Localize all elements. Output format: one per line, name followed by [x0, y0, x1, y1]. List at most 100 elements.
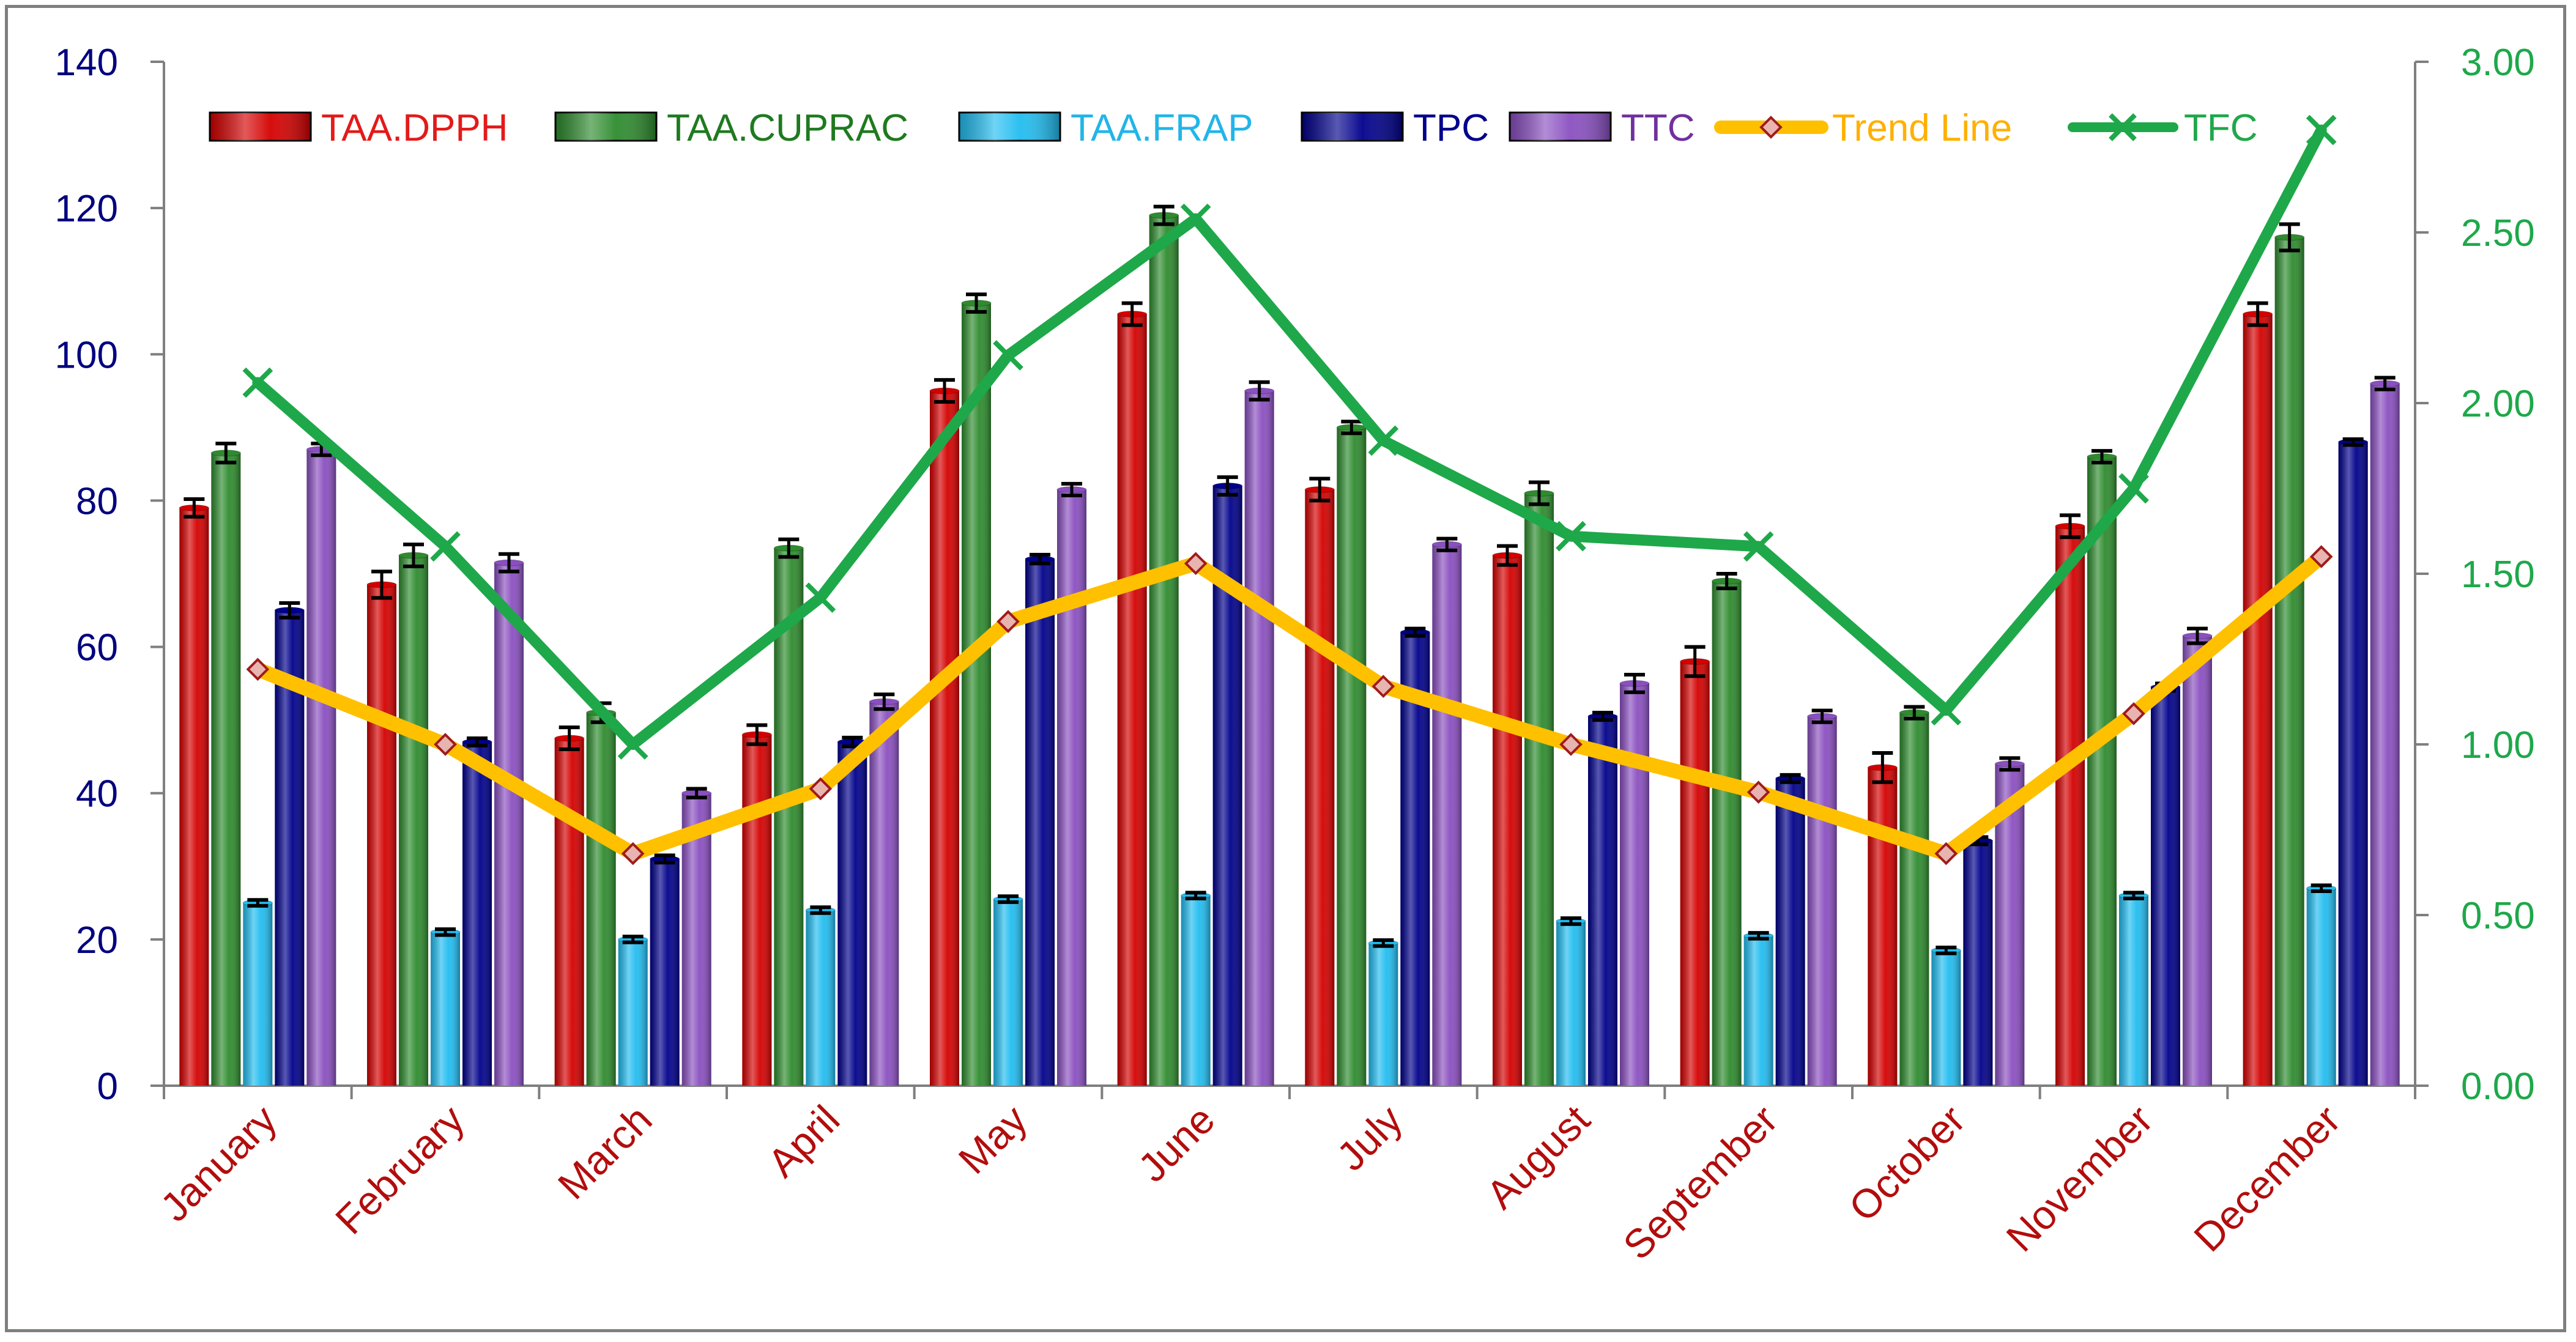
legend-label-tpc: TPC: [1413, 107, 1489, 149]
bar-shade: [211, 453, 241, 1086]
bar-shade: [399, 555, 428, 1086]
right-tick-label: 0.00: [2461, 1066, 2535, 1108]
marker-tfc: [430, 531, 461, 562]
bar-shade: [2370, 384, 2400, 1086]
marker-trend-line: [434, 733, 457, 756]
bar-shade: [837, 742, 867, 1086]
bar-shade: [742, 735, 772, 1086]
marker-trend-line: [1559, 733, 1583, 756]
bar-shade: [1337, 427, 1367, 1086]
marker-trend-line: [1746, 780, 1770, 804]
legend-swatch-shade: [555, 113, 656, 141]
bar-shade: [2119, 895, 2148, 1086]
legend-label-trend-line: Trend Line: [1832, 107, 2012, 149]
category-label-november: November: [1997, 1097, 2161, 1261]
combo-bar-line-chart: 0 20 40 60 80 100 120 140 0.00 0.50 1.00 1.50 2.00 2.…: [55, 42, 2535, 1268]
category-label-january: January: [152, 1097, 285, 1230]
bar-shade: [462, 742, 492, 1086]
marker-tfc: [2306, 114, 2337, 146]
right-tick-label: 3.00: [2461, 42, 2535, 84]
category-label-october: October: [1840, 1097, 1973, 1230]
left-tick-label: 140: [55, 42, 118, 84]
bar-shade: [431, 932, 460, 1086]
left-tick-label: 80: [76, 480, 118, 522]
bar-shade: [494, 563, 524, 1086]
bar-shade: [2243, 314, 2273, 1086]
bar-shade: [1244, 391, 1274, 1086]
error-bars-layer: [184, 204, 2396, 955]
bar-shade: [869, 702, 899, 1086]
bar-shade: [1181, 895, 1211, 1086]
bar-shade: [806, 910, 836, 1086]
category-label-april: April: [759, 1097, 848, 1186]
right-tick-label: 2.00: [2461, 383, 2535, 425]
category-label-june: June: [1129, 1097, 1223, 1191]
lines-layer: [242, 114, 2337, 866]
legend: TAA.DPPH TAA.CUPRAC TAA.FRAP TPC TTC Trend Li…: [209, 107, 2258, 149]
bar-shade: [1588, 716, 1617, 1086]
marker-tfc: [805, 582, 836, 613]
marker-trend-line: [1372, 675, 1395, 698]
marker-trend-line: [246, 658, 270, 681]
legend-label-taa-dpph: TAA.DPPH: [321, 107, 508, 149]
category-label-december: December: [2185, 1097, 2349, 1261]
marker-trend-line: [1934, 842, 1958, 866]
left-tick-label: 120: [55, 188, 118, 230]
right-tick-label: 1.50: [2461, 554, 2535, 596]
bar-shade: [1963, 840, 1993, 1086]
bar-shade: [1368, 943, 1398, 1086]
bar-shade: [1524, 493, 1554, 1086]
bar-shade: [2338, 442, 2368, 1086]
bar-shade: [1305, 489, 1335, 1086]
legend-label-tfc: TFC: [2184, 107, 2258, 149]
bar-shade: [2306, 888, 2336, 1086]
legend-label-ttc: TTC: [1621, 107, 1695, 149]
bar-shade: [1775, 778, 1805, 1086]
marker-trend-line: [621, 842, 645, 866]
marker-trend-line: [1184, 552, 1208, 576]
bar-shade: [930, 391, 959, 1086]
category-label-july: July: [1328, 1097, 1411, 1179]
bar-shade: [1025, 559, 1055, 1086]
bar-shade: [1680, 661, 1710, 1086]
bar-shade: [962, 303, 991, 1086]
bar-shade: [2055, 526, 2085, 1086]
legend-swatch-shade: [1510, 113, 1611, 141]
bar-shade: [618, 939, 648, 1086]
bar-shade: [1432, 544, 1462, 1086]
bar-shade: [1807, 716, 1837, 1086]
left-tick-label: 60: [76, 627, 118, 669]
bar-shade: [993, 899, 1023, 1086]
marker-tfc: [1931, 695, 1962, 726]
category-label-august: August: [1477, 1097, 1598, 1218]
bar-shade: [243, 903, 273, 1086]
bar-shade: [1057, 489, 1086, 1086]
marker-tfc: [1180, 203, 1211, 234]
bar-shade: [2151, 687, 2180, 1086]
legend-label-taa-frap: TAA.FRAP: [1071, 107, 1253, 149]
bar-shade: [179, 508, 209, 1086]
marker-trend-line: [997, 610, 1020, 633]
bar-shade: [367, 584, 396, 1086]
marker-tfc: [1368, 425, 1399, 456]
marker-tfc: [2118, 473, 2149, 504]
line-trend-line: [250, 549, 2329, 861]
bar-shade: [2087, 456, 2117, 1086]
marker-tfc: [1743, 531, 1774, 562]
bar-shade: [1899, 713, 1929, 1086]
marker-tfc: [1556, 521, 1586, 552]
bar-shade: [1712, 580, 1742, 1086]
marker-trend-line: [2122, 702, 2145, 725]
legend-marker: [1759, 116, 1783, 139]
marker-tfc: [617, 729, 648, 760]
bar-shade: [774, 548, 804, 1086]
marker-tfc: [242, 367, 273, 398]
bar-shade: [1149, 215, 1179, 1086]
legend-marker: [2109, 113, 2137, 141]
bars-layer: [179, 212, 2400, 1086]
left-tick-label: 20: [76, 919, 118, 962]
bar-shade: [306, 449, 336, 1086]
left-tick-label: 0: [97, 1066, 118, 1108]
chart-frame: 0 20 40 60 80 100 120 140 0.00 0.50 1.00 1.50 2.00 2.…: [5, 5, 2566, 1332]
marker-trend-line: [2309, 545, 2333, 568]
